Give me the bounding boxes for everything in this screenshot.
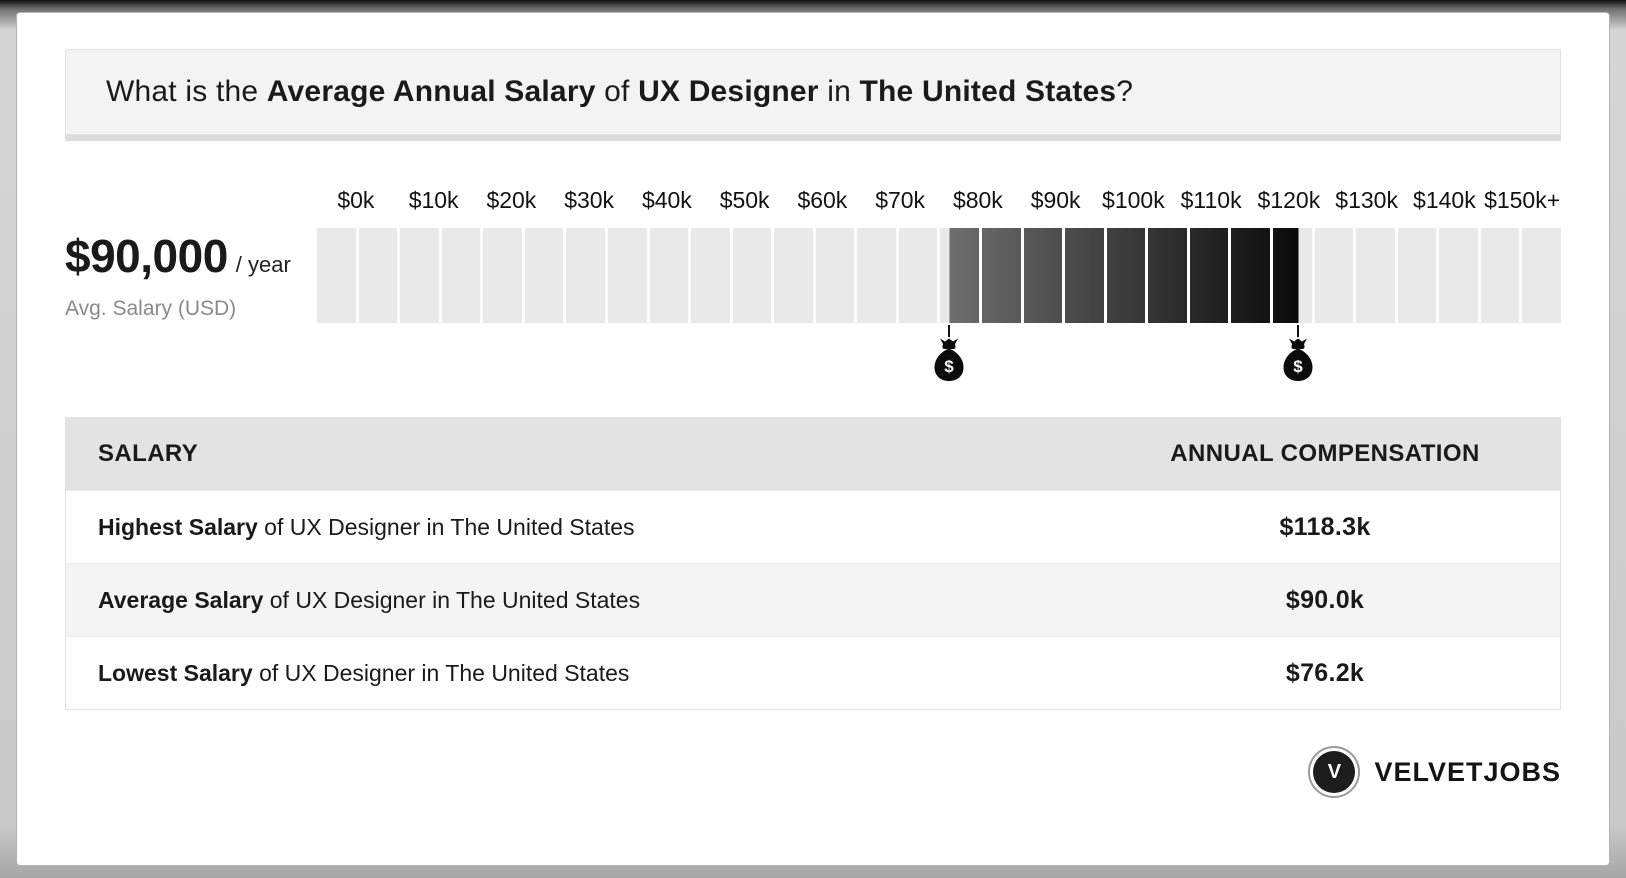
salary-row-label: Lowest Salary of UX Designer in The Unit… [66, 660, 1090, 687]
axis-tick-label: $20k [486, 187, 537, 213]
velvetjobs-logo-letter: V [1313, 751, 1356, 793]
salary-row-label-rest: of UX Designer in The United States [263, 586, 641, 613]
question-header: What is the Average Annual Salary of UX … [65, 49, 1561, 135]
salary-bar-cell [1023, 228, 1063, 323]
salary-bar-cell [815, 228, 855, 323]
marker-connector-line [947, 325, 950, 337]
title-part-of: of [595, 75, 639, 108]
average-salary-line: $90,000 / year [65, 229, 317, 283]
marker-connector-line [1297, 325, 1300, 337]
velvetjobs-brand-name: VELVETJOBS [1374, 756, 1561, 787]
average-salary-period: / year [235, 252, 291, 277]
title-part-salary: Average Annual Salary [266, 75, 596, 108]
salary-bar-cell [607, 228, 647, 323]
salary-bar-cell [400, 228, 439, 323]
salary-bar-cell [691, 228, 730, 323]
axis-tick-label: $60k [797, 187, 848, 213]
money-bag-icon: $ [934, 338, 964, 381]
axis-tick-label: $70k [875, 187, 926, 213]
salary-bar-cell [1314, 228, 1354, 323]
salary-table: SALARY ANNUAL COMPENSATION Highest Salar… [65, 417, 1561, 710]
salary-bar-cell [441, 228, 481, 323]
salary-bar-cell [524, 228, 564, 323]
salary-row-label: Average Salary of UX Designer in The Uni… [66, 587, 1090, 614]
axis-tick-label: $150k+ [1484, 187, 1561, 213]
annual-compensation-value: $90.0k [1285, 585, 1365, 614]
salary-column-header: SALARY [98, 440, 199, 467]
salary-bar-cell [1356, 228, 1395, 323]
salary-bar-cell [1439, 228, 1478, 323]
svg-text:$: $ [1293, 357, 1303, 376]
title-part-prefix: What is the [106, 75, 267, 108]
salary-row-label-bold: Lowest Salary [98, 659, 253, 686]
salary-bar-cell [358, 228, 398, 323]
compensation-column-header: ANNUAL COMPENSATION [1170, 440, 1480, 467]
axis-tick-label: $140k [1413, 187, 1476, 213]
salary-bar-cell [317, 228, 356, 323]
salary-bar-cell [1480, 228, 1520, 323]
average-salary-caption: Avg. Salary (USD) [65, 297, 237, 320]
annual-compensation-value: $76.2k [1285, 658, 1365, 687]
salary-bar-cell [1231, 228, 1270, 323]
highest-salary-marker: $ [1280, 325, 1316, 382]
salary-row-label-rest: of UX Designer in The United States [257, 513, 635, 540]
title-part-suffix: ? [1116, 75, 1134, 108]
axis-tick-label: $100k [1102, 187, 1165, 213]
salary-row-label: Highest Salary of UX Designer in The Uni… [66, 514, 1090, 541]
average-salary-summary: $90,000 / year Avg. Salary (USD) [65, 187, 317, 389]
table-row: Lowest Salary of UX Designer in The Unit… [66, 636, 1560, 709]
axis-tick-label: $50k [719, 187, 770, 213]
salary-bar-cell [774, 228, 813, 323]
salary-bar-cell [1148, 228, 1187, 323]
salary-row-label-rest: of UX Designer in The United States [252, 659, 630, 686]
axis-tick-label: $0k [337, 187, 375, 213]
axis-tick-label: $110k [1180, 187, 1242, 213]
axis-tick-label: $80k [952, 187, 1003, 213]
axis-tick-label: $120k [1257, 187, 1321, 213]
title-part-country: The United States [859, 75, 1117, 108]
salary-bar-cell [1522, 228, 1561, 323]
salary-bar-cell [1272, 228, 1312, 323]
axis-tick-labels: $0k $10k $20k $30k $40k $50k $60k $70k $80k $90k $… [317, 187, 1561, 214]
salary-bar-cell [1106, 228, 1146, 323]
table-row: Highest Salary of UX Designer in The Uni… [66, 490, 1560, 563]
table-row: Average Salary of UX Designer in The Uni… [66, 563, 1560, 636]
salary-table-header: SALARY ANNUAL COMPENSATION [66, 418, 1560, 490]
average-salary-amount: $90,000 [65, 230, 228, 282]
lowest-salary-marker: $ [931, 325, 967, 382]
salary-bar-cell [982, 228, 1021, 323]
marker-layer: $ $ [317, 323, 1561, 389]
salary-scale-chart: $0k $10k $20k $30k $40k $50k $60k $70k $80k $90k $… [317, 187, 1561, 389]
infographic-card: What is the Average Annual Salary of UX … [16, 12, 1610, 866]
salary-bar-cell [649, 228, 689, 323]
salary-bar [317, 228, 1561, 323]
salary-bar-cell [857, 228, 896, 323]
salary-chart-section: $90,000 / year Avg. Salary (USD) $0k $10k… [65, 187, 1561, 389]
axis-tick-label: $10k [408, 187, 459, 213]
title-part-in: in [818, 75, 860, 108]
salary-bar-cell [940, 228, 979, 323]
salary-bar-cell [1189, 228, 1229, 323]
salary-bar-cell [732, 228, 772, 323]
page-title: What is the Average Annual Salary of UX … [106, 75, 1133, 109]
salary-bar-cell [566, 228, 605, 323]
title-part-role: UX Designer [638, 75, 819, 108]
salary-row-label-bold: Highest Salary [98, 513, 258, 540]
money-bag-icon: $ [1283, 338, 1313, 381]
velvetjobs-logo-icon: V [1308, 746, 1361, 798]
salary-row-label-bold: Average Salary [98, 586, 264, 613]
axis-tick-label: $40k [641, 187, 692, 213]
axis-tick-label: $30k [564, 187, 615, 213]
footer: V VELVETJOBS [65, 746, 1561, 798]
salary-bar-cell [898, 228, 938, 323]
axis-tick-label: $90k [1030, 187, 1081, 213]
annual-compensation-value: $118.3k [1279, 512, 1371, 541]
salary-bar-cell [1065, 228, 1104, 323]
svg-text:$: $ [944, 357, 954, 376]
axis-tick-label: $130k [1335, 187, 1398, 213]
salary-bar-cell [1397, 228, 1437, 323]
salary-table-body: Highest Salary of UX Designer in The Uni… [66, 490, 1560, 709]
salary-bar-cell [483, 228, 522, 323]
